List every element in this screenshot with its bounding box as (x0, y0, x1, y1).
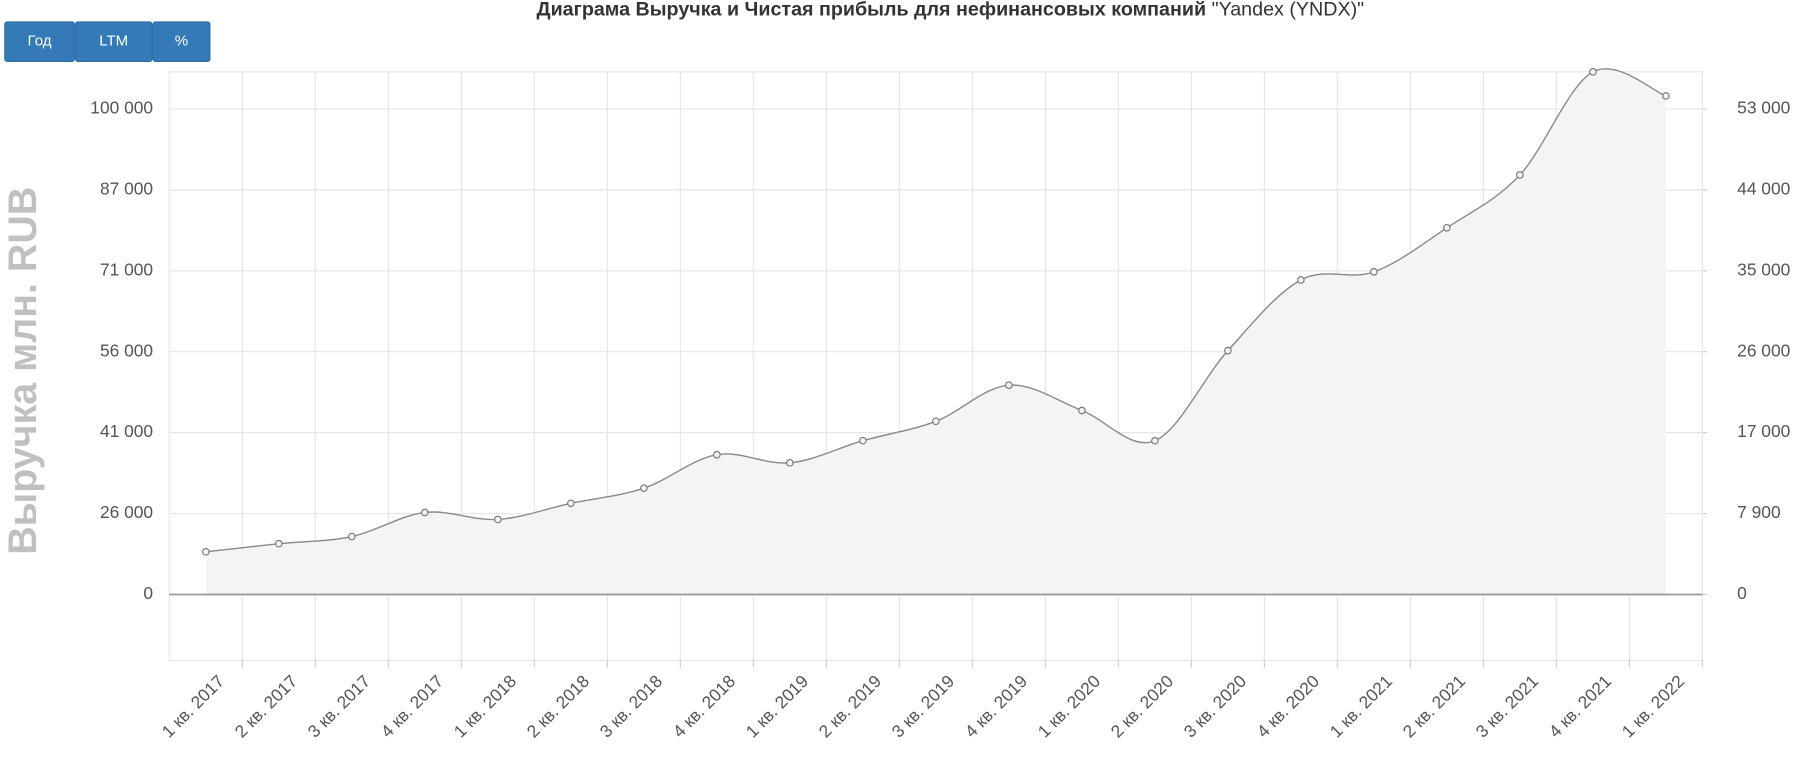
y2-tick-label: 17 000 (1737, 421, 1790, 441)
chart-title: Диаграма Выручка и Чистая прибыль для не… (537, 0, 1365, 21)
x-tick-label: 3 кв. 2019 (888, 671, 958, 741)
button[interactable]: Год (4, 21, 75, 62)
point (494, 515, 502, 524)
point (713, 450, 721, 459)
y-axis-label: Выручка млн. RUB (1, 187, 45, 555)
x-tick-label: 4 кв. 2019 (961, 671, 1031, 741)
point (202, 547, 210, 556)
x-tick-label: 1 кв. 2020 (1034, 671, 1104, 741)
point (1662, 92, 1670, 100)
x-tick-label: 1 кв. 2019 (742, 671, 812, 741)
button-label: % (175, 33, 188, 50)
point (1224, 346, 1232, 355)
y2-tick-label: 44 000 (1737, 178, 1790, 198)
x-tick-label: 4 кв. 2017 (377, 671, 447, 741)
title-company: "Yandex (YNDX)" (1212, 0, 1365, 21)
point (932, 417, 940, 426)
y-tick-label: 100 000 (90, 98, 153, 118)
point (859, 436, 867, 445)
y-tick-label: 71 000 (100, 259, 153, 279)
x-tick-label: 3 кв. 2018 (596, 671, 666, 741)
y-tick-label: 87 000 (100, 178, 153, 198)
button-label: LTM (99, 33, 128, 50)
x-tick-label: 2 кв. 2021 (1399, 671, 1469, 741)
y-tick-label: 26 000 (100, 502, 153, 522)
y2-tick-label: 53 000 (1737, 98, 1790, 118)
point (567, 499, 575, 508)
x-tick-label: 3 кв. 2017 (304, 671, 374, 741)
point (1370, 268, 1378, 276)
button-label: Год (28, 33, 52, 50)
x-tick-label: 4 кв. 2018 (669, 671, 739, 741)
point (348, 532, 356, 541)
x-tick-label: 1 кв. 2021 (1326, 671, 1396, 741)
y2-tick-label: 0 (1737, 583, 1747, 603)
point (640, 484, 648, 493)
x-tick-label: 1 кв. 2018 (450, 671, 520, 741)
x-tick-label: 3 кв. 2020 (1180, 671, 1250, 741)
button[interactable]: % (152, 21, 211, 62)
point (1297, 276, 1305, 284)
x-tick-label: 2 кв. 2017 (231, 671, 301, 741)
y2-tick-label: 35 000 (1737, 259, 1790, 279)
y2-tick-label: 26 000 (1737, 340, 1790, 360)
x-tick-label: 1 кв. 2017 (158, 671, 228, 741)
x-tick-label: 4 кв. 2020 (1253, 671, 1323, 741)
x-tick-label: 2 кв. 2019 (815, 671, 885, 741)
point (1151, 436, 1159, 445)
button-bg (152, 21, 211, 62)
point (1589, 68, 1597, 76)
y-tick-label: 41 000 (100, 421, 153, 441)
y-tick-label: 0 (143, 583, 153, 603)
y2-tick-label: 7 900 (1737, 502, 1780, 522)
point (421, 508, 429, 517)
button-bg (74, 21, 153, 62)
title-main: Диаграма Выручка и Чистая прибыль для не… (537, 0, 1207, 21)
x-tick-label: 4 кв. 2021 (1545, 671, 1615, 741)
x-tick-label: 1 кв. 2022 (1618, 671, 1688, 741)
point (1078, 406, 1086, 415)
point (275, 539, 283, 548)
point (1443, 223, 1451, 232)
point (1516, 171, 1524, 179)
button[interactable]: LTM (74, 21, 153, 62)
button-bg (4, 21, 75, 62)
point (786, 459, 794, 467)
point (1005, 381, 1013, 389)
x-tick-label: 3 кв. 2021 (1472, 671, 1542, 741)
area (205, 68, 1666, 595)
plot-area (168, 71, 1703, 662)
x-tick-label: 2 кв. 2020 (1107, 671, 1177, 741)
x-tick-label: 2 кв. 2018 (523, 671, 593, 741)
y-tick-label: 56 000 (100, 340, 153, 360)
